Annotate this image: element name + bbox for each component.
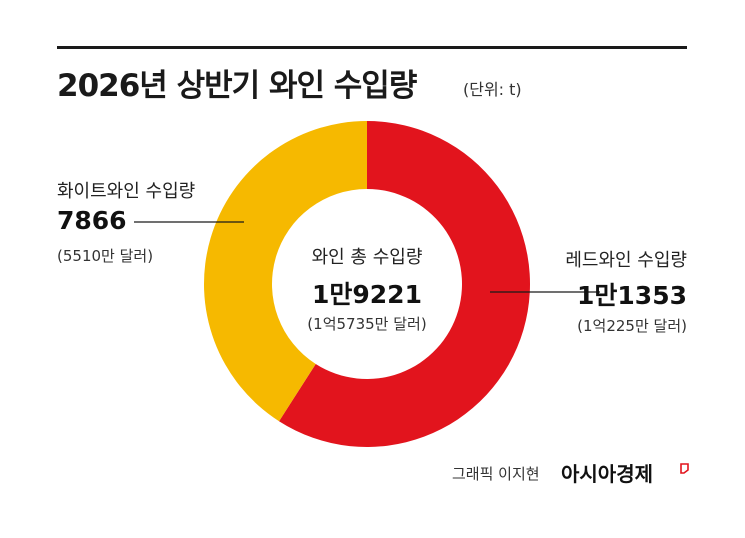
total-usd: (1억5735만 달러) (307, 315, 427, 333)
red-wine-label: 레드와인 수입량 (565, 250, 687, 271)
red-wine-slice (279, 121, 530, 447)
total-value: 1만9221 (312, 280, 422, 309)
graphic-credit: 그래픽 이지현 (452, 465, 540, 483)
chart-title: 2026년 상반기 와인 수입량 (57, 68, 417, 104)
unit-label: (단위: t) (463, 80, 522, 99)
white-wine-label: 화이트와인 수입량 (57, 181, 196, 202)
total-label: 와인 총 수입량 (311, 247, 423, 268)
brand-mark-icon (680, 463, 689, 474)
top-rule (57, 46, 687, 49)
white-wine-value: 7866 (57, 206, 127, 235)
brand-logo: 아시아경제 (561, 462, 653, 486)
red-wine-usd: (1억225만 달러) (577, 317, 687, 335)
red-wine-value: 1만1353 (577, 281, 687, 310)
white-wine-usd: (5510만 달러) (57, 247, 154, 265)
white-wine-slice (204, 121, 367, 422)
